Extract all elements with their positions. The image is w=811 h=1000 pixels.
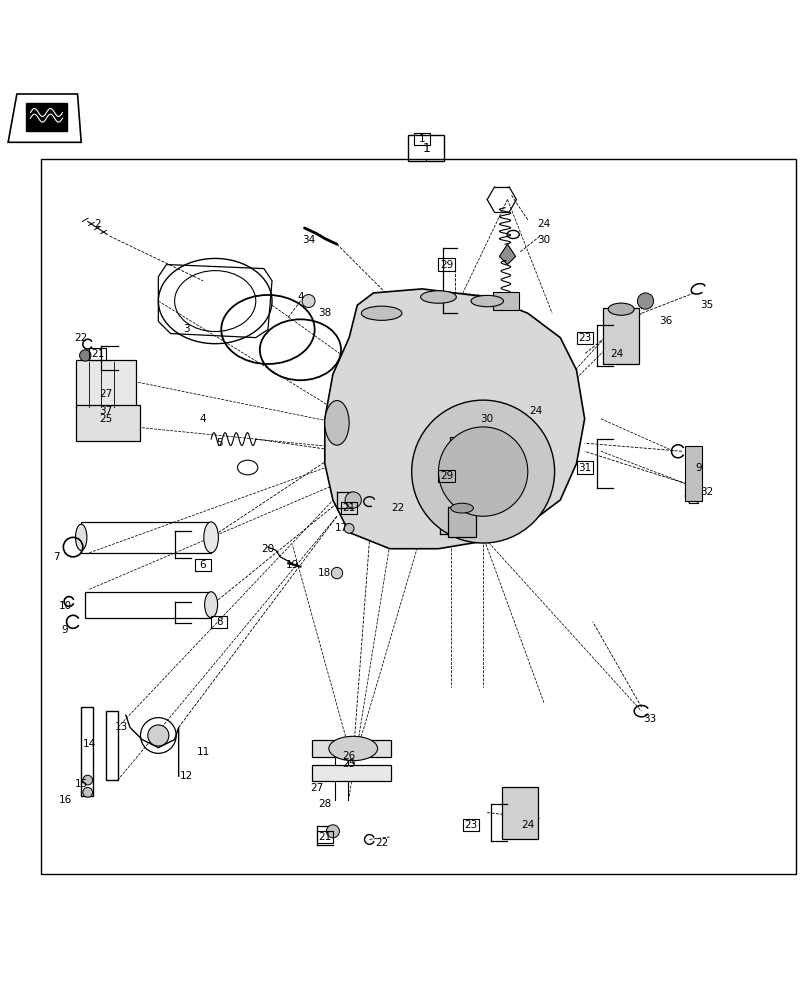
Circle shape <box>83 787 92 797</box>
Text: 28: 28 <box>318 799 331 809</box>
FancyBboxPatch shape <box>75 405 139 441</box>
Text: 26: 26 <box>342 751 355 761</box>
Text: 12: 12 <box>180 771 193 781</box>
Text: 22: 22 <box>375 838 388 848</box>
Text: 27: 27 <box>310 783 323 793</box>
Text: 25: 25 <box>99 414 112 424</box>
Polygon shape <box>324 289 584 549</box>
Text: 22: 22 <box>75 333 88 343</box>
Circle shape <box>148 725 169 746</box>
Text: 15: 15 <box>75 779 88 789</box>
Ellipse shape <box>607 303 633 315</box>
FancyBboxPatch shape <box>311 740 390 757</box>
Ellipse shape <box>75 524 87 550</box>
FancyBboxPatch shape <box>492 292 518 310</box>
Text: 34: 34 <box>302 235 315 245</box>
Circle shape <box>79 350 91 361</box>
FancyBboxPatch shape <box>311 765 390 781</box>
Text: 17: 17 <box>334 523 347 533</box>
Text: 16: 16 <box>58 795 71 805</box>
Text: 1: 1 <box>422 142 430 155</box>
FancyBboxPatch shape <box>449 437 474 456</box>
Text: 21: 21 <box>91 349 104 359</box>
Circle shape <box>637 293 653 309</box>
FancyBboxPatch shape <box>448 507 475 537</box>
Text: 22: 22 <box>391 503 404 513</box>
Text: 24: 24 <box>529 406 542 416</box>
FancyBboxPatch shape <box>75 360 135 408</box>
Text: 11: 11 <box>196 747 209 757</box>
Text: 20: 20 <box>261 544 274 554</box>
Text: 7: 7 <box>54 552 60 562</box>
Text: 24: 24 <box>610 349 623 359</box>
Text: 31: 31 <box>577 463 590 473</box>
Text: 14: 14 <box>83 739 96 749</box>
Text: 10: 10 <box>58 601 71 611</box>
Text: 9: 9 <box>62 625 68 635</box>
Text: 5: 5 <box>216 438 222 448</box>
Circle shape <box>83 775 92 785</box>
Text: 2: 2 <box>94 219 101 229</box>
FancyBboxPatch shape <box>501 787 537 839</box>
Text: 30: 30 <box>537 235 550 245</box>
Ellipse shape <box>324 401 349 445</box>
Ellipse shape <box>361 306 401 320</box>
Text: 9: 9 <box>694 463 701 473</box>
Text: 27: 27 <box>99 389 112 399</box>
Text: 30: 30 <box>480 414 493 424</box>
Text: 25: 25 <box>342 759 355 769</box>
Text: 19: 19 <box>285 560 298 570</box>
Polygon shape <box>453 472 469 496</box>
Circle shape <box>438 427 527 516</box>
Circle shape <box>302 295 315 308</box>
FancyBboxPatch shape <box>603 308 638 364</box>
Text: 33: 33 <box>642 714 655 724</box>
Text: 36: 36 <box>659 316 672 326</box>
Ellipse shape <box>204 522 218 553</box>
Ellipse shape <box>470 295 503 307</box>
Polygon shape <box>8 94 81 142</box>
Text: 32: 32 <box>699 487 712 497</box>
Text: 23: 23 <box>577 333 590 343</box>
Text: 3: 3 <box>183 324 190 334</box>
Ellipse shape <box>204 592 217 618</box>
Text: 21: 21 <box>318 832 331 842</box>
Text: 8: 8 <box>216 617 222 627</box>
Text: 29: 29 <box>440 471 453 481</box>
Ellipse shape <box>450 503 473 513</box>
Text: 6: 6 <box>200 560 206 570</box>
Circle shape <box>326 825 339 838</box>
Circle shape <box>344 524 354 533</box>
Text: 4: 4 <box>297 292 303 302</box>
Text: 29: 29 <box>440 260 453 270</box>
FancyBboxPatch shape <box>684 446 701 501</box>
Text: 24: 24 <box>521 820 534 830</box>
Text: 24: 24 <box>537 219 550 229</box>
Text: 4: 4 <box>200 414 206 424</box>
Text: 1: 1 <box>418 134 425 144</box>
Text: 21: 21 <box>342 503 355 513</box>
Ellipse shape <box>328 736 377 761</box>
Text: 23: 23 <box>464 820 477 830</box>
Text: 18: 18 <box>318 568 331 578</box>
Text: 13: 13 <box>115 722 128 732</box>
Circle shape <box>331 567 342 579</box>
Circle shape <box>411 400 554 543</box>
Circle shape <box>345 492 361 508</box>
Text: 35: 35 <box>699 300 712 310</box>
Text: 37: 37 <box>99 406 112 416</box>
Text: 38: 38 <box>318 308 331 318</box>
Ellipse shape <box>420 291 456 303</box>
Polygon shape <box>499 244 515 265</box>
FancyBboxPatch shape <box>26 103 67 131</box>
